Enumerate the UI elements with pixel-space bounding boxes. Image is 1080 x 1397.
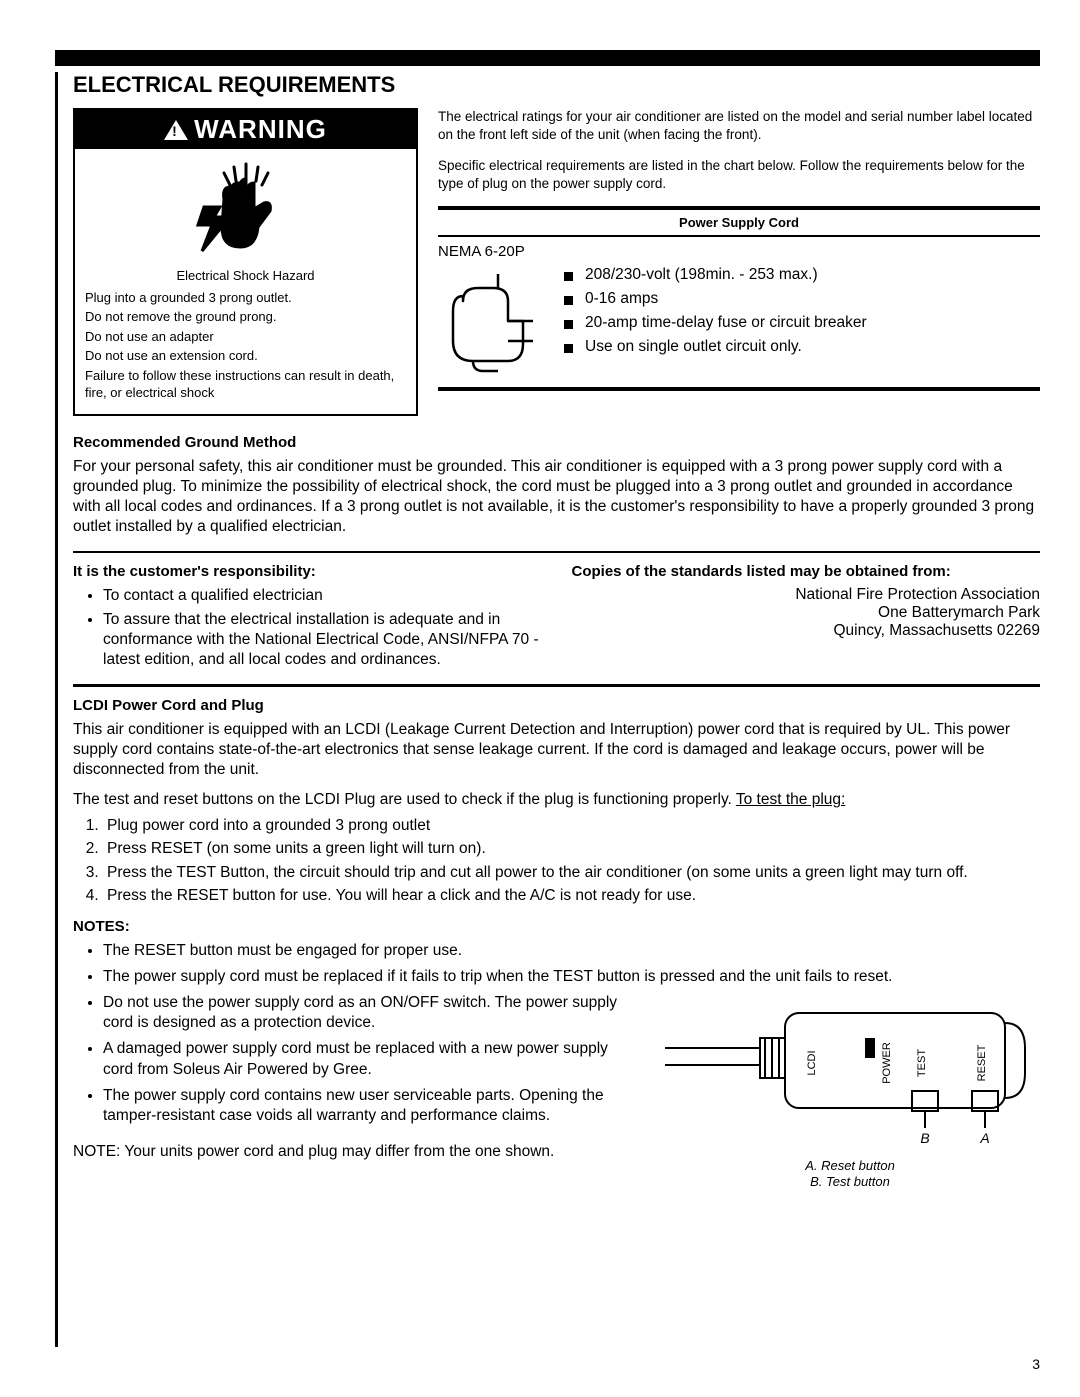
ground-heading: Recommended Ground Method xyxy=(73,434,1040,451)
notes-footer: NOTE: Your units power cord and plug may… xyxy=(73,1142,640,1162)
top-black-bar xyxy=(55,50,1040,66)
nema-plug-icon xyxy=(438,266,548,379)
notes-list-top: The RESET button must be engaged for pro… xyxy=(73,941,1040,987)
alert-triangle-icon xyxy=(164,120,188,140)
intro-p1: The electrical ratings for your air cond… xyxy=(438,108,1040,143)
standards-block: Copies of the standards listed may be ob… xyxy=(572,563,1041,673)
diagram-lcdi-label: LCDI xyxy=(806,1051,818,1076)
diagram-power-label: POWER xyxy=(881,1042,893,1084)
svg-text:B: B xyxy=(920,1130,929,1146)
ground-paragraph: For your personal safety, this air condi… xyxy=(73,457,1040,538)
diagram-caption-a: A. Reset button xyxy=(660,1158,1040,1174)
page-number: 3 xyxy=(1032,1356,1040,1372)
psc-spec-list: 208/230-volt (198min. - 253 max.) 0-16 a… xyxy=(564,266,1040,362)
notes-heading: NOTES: xyxy=(73,918,1040,935)
nema-label: NEMA 6-20P xyxy=(438,243,1040,260)
hazard-title: Electrical Shock Hazard xyxy=(85,267,406,285)
lcdi-steps: Plug power cord into a grounded 3 prong … xyxy=(73,816,1040,906)
svg-text:A: A xyxy=(979,1130,989,1146)
lcdi-p1: This air conditioner is equipped with an… xyxy=(73,720,1040,780)
left-side-bar xyxy=(55,72,58,1347)
lcdi-p2: The test and reset buttons on the LCDI P… xyxy=(73,790,1040,810)
warning-panel: WARNING Electrical Shock Hazard Plug int… xyxy=(73,108,418,416)
psc-title: Power Supply Cord xyxy=(438,210,1040,235)
notes-list-bottom: Do not use the power supply cord as an O… xyxy=(73,993,640,1126)
warning-header: WARNING xyxy=(75,110,416,149)
intro-and-cord-column: The electrical ratings for your air cond… xyxy=(438,108,1040,416)
shock-hand-icon xyxy=(75,149,416,267)
section-title: ELECTRICAL REQUIREMENTS xyxy=(73,72,1040,98)
lcdi-heading: LCDI Power Cord and Plug xyxy=(73,697,1040,714)
diagram-test-label: TEST xyxy=(916,1049,928,1077)
responsibility-block: It is the customer's responsibility: To … xyxy=(73,563,542,673)
diagram-reset-label: RESET xyxy=(976,1044,988,1081)
warning-header-text: WARNING xyxy=(194,114,327,145)
lcdi-plug-diagram: LCDI POWER TEST RESET B A A. Reset butto xyxy=(660,993,1040,1191)
warning-text: Electrical Shock Hazard Plug into a grou… xyxy=(75,267,416,414)
diagram-caption-b: B. Test button xyxy=(660,1174,1040,1190)
intro-p2: Specific electrical requirements are lis… xyxy=(438,157,1040,192)
